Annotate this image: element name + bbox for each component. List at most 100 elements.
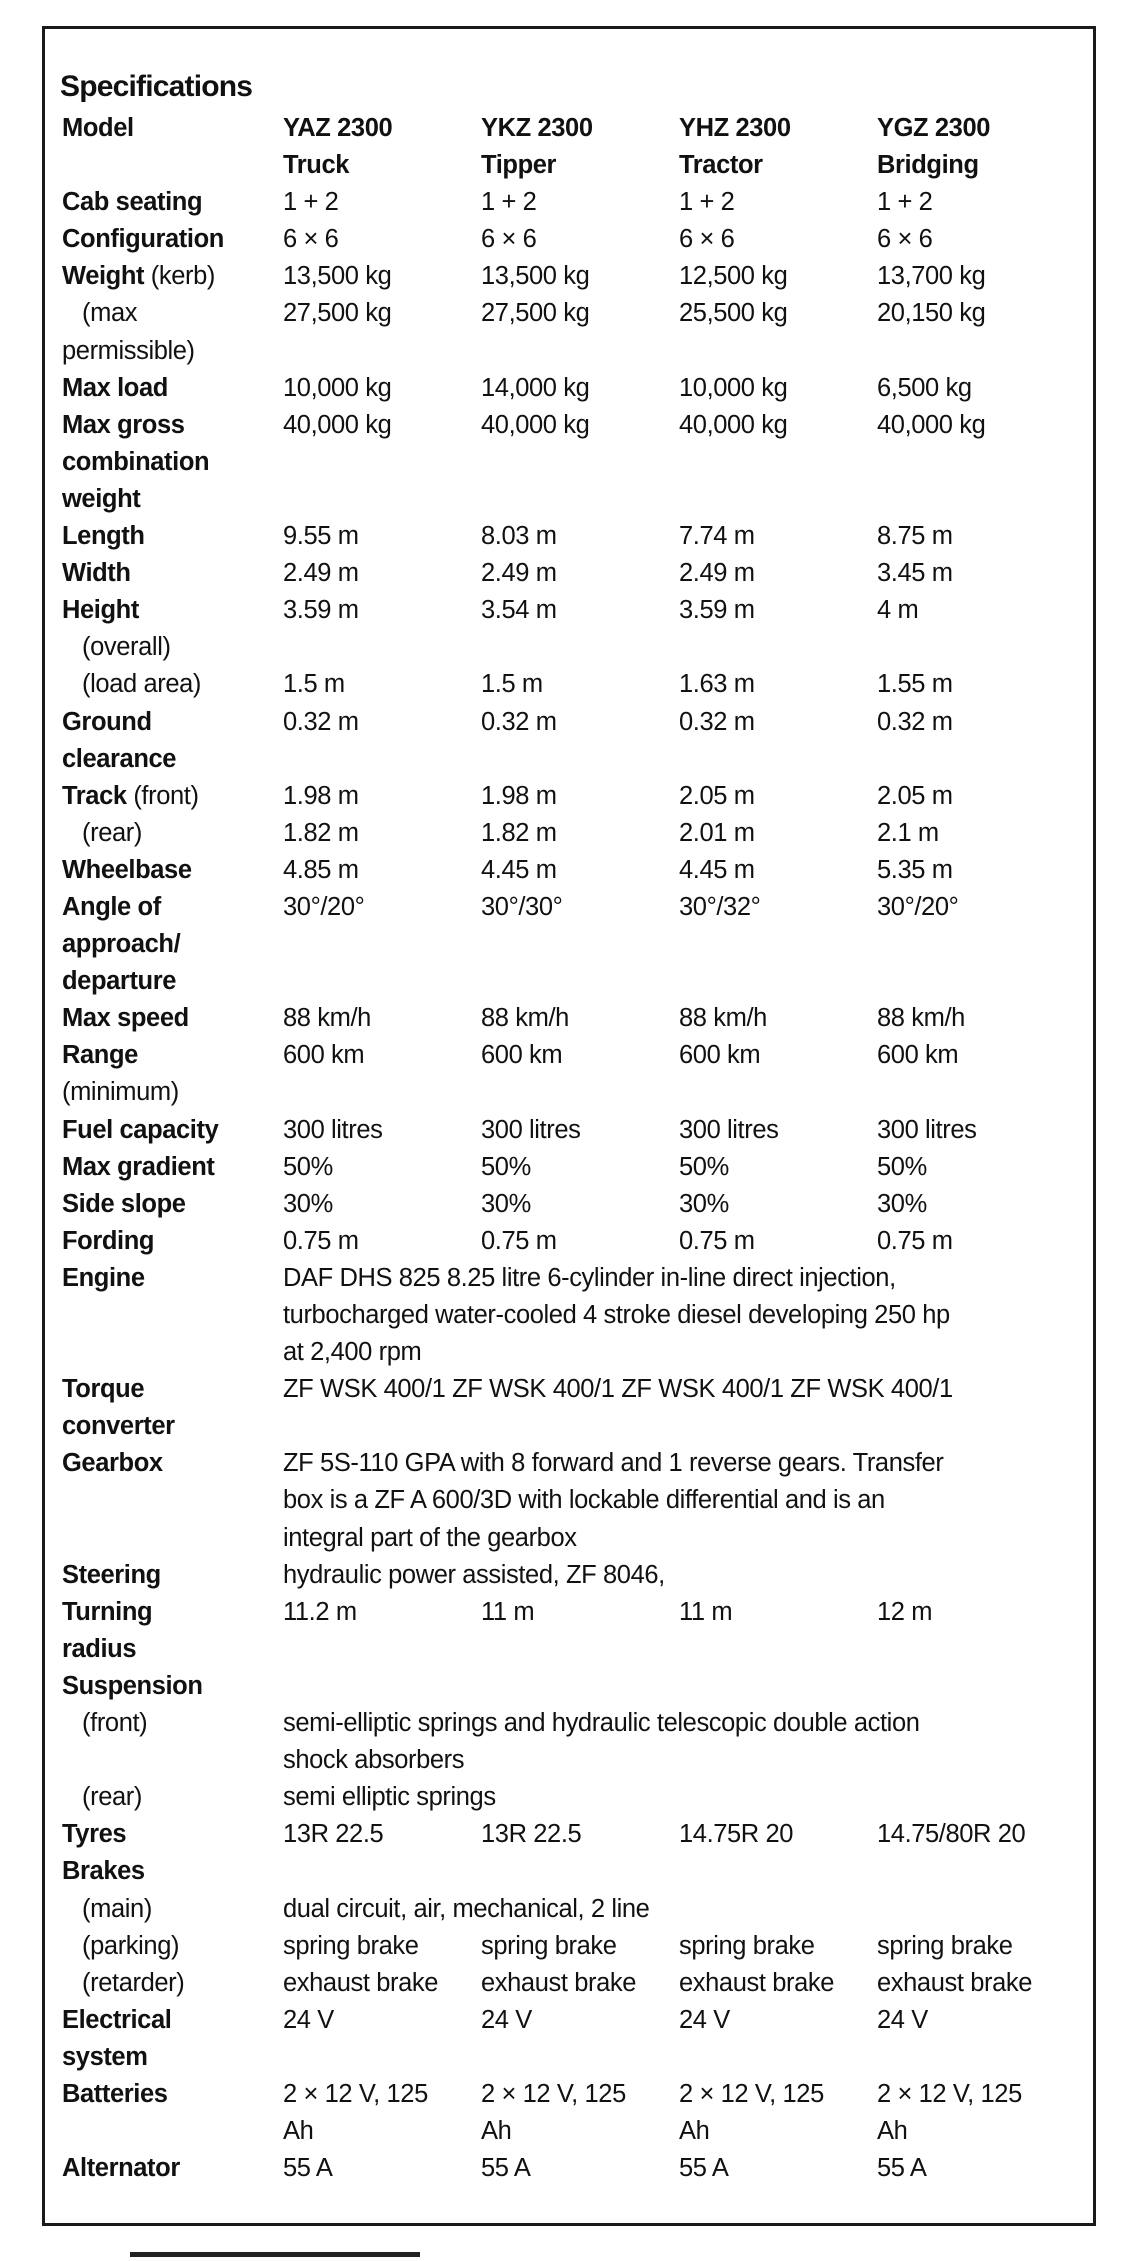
spec-value: 0.75 m [283,1226,359,1255]
spec-row: Width 2.49 m 2.49 m 2.49 m 3.45 m [62,555,1082,592]
spec-value: 2.05 m [679,781,755,810]
spec-label: Tyres [62,1816,283,1853]
spec-label-qualifier: (minimum) [62,1078,179,1107]
spec-value: 27,500 kg [283,299,392,328]
spec-label: (rear) [62,815,283,852]
spec-row: Side slope 30% 30% 30% 30% [62,1186,1082,1223]
spec-label-main: Batteries [62,2079,168,2108]
spec-value: YHZ 2300 Tractor [679,114,791,180]
spec-value: YGZ 2300 Bridging [877,114,991,180]
spec-label: Alternator [62,2150,283,2187]
spec-row: (front) semi-elliptic springs and hydraul… [62,1705,1082,1779]
spec-value: spring brake [679,1931,815,1960]
spec-label-main: Range [62,1041,138,1070]
spec-label-main: Cab seating [62,188,203,217]
spec-label-main: Track [62,781,127,810]
spec-value: exhaust brake [679,1968,834,1997]
decorative-rule [130,2252,420,2257]
spec-value: 10,000 kg [283,373,392,402]
spec-value: 40,000 kg [877,410,986,439]
spec-value: 11 m [679,1597,733,1626]
spec-label-main: Suspension [62,1671,203,1700]
spec-value: exhaust brake [877,1968,1032,1997]
spec-label: Fording [62,1223,283,1260]
spec-row: (max permissible) 27,500 kg 27,500 kg 25,50… [62,295,1082,369]
spec-value: 6 × 6 [481,225,537,254]
spec-row: Turning radius 11.2 m 11 m 11 m 12 m [62,1594,1082,1668]
spec-value-shared: hydraulic power assisted, ZF 8046, [283,1560,665,1589]
spec-row: (load area) 1.5 m 1.5 m 1.63 m 1.55 m [62,666,1082,703]
spec-row: Tyres 13R 22.5 13R 22.5 14.75R 20 14.75/80R … [62,1816,1082,1853]
spec-row: Configuration 6 × 6 6 × 6 6 × 6 6 × 6 [62,221,1082,258]
spec-label: Torque converter [62,1371,283,1445]
spec-value: 2 × 12 V, 125 Ah [283,2079,428,2146]
spec-value: exhaust brake [283,1968,438,1997]
spec-row: (retarder) exhaust brake exhaust brake exha… [62,1965,1082,2002]
spec-value: 4.45 m [679,855,755,884]
spec-row: Batteries 2 × 12 V, 125 Ah 2 × 12 V, 125 A… [62,2076,1082,2150]
spec-value: 11 m [481,1597,535,1626]
spec-value: 0.32 m [877,707,953,736]
specifications-table: Model YAZ 2300 Truck YKZ 2300 Tipper YHZ 23… [62,110,1082,2187]
spec-value: 40,000 kg [283,410,392,439]
spec-label: Range (minimum) [62,1037,283,1111]
spec-value: 55 A [877,2154,927,2183]
spec-value: 3.59 m [283,596,359,625]
spec-value: 3.59 m [679,596,755,625]
spec-value: 30% [679,1189,729,1218]
spec-value: 24 V [877,2005,928,2034]
spec-value: 9.55 m [283,522,359,551]
spec-row: Fuel capacity 300 litres 300 litres 300 lit… [62,1112,1082,1149]
spec-label: Fuel capacity [62,1112,283,1149]
spec-value: 14.75/80R 20 [877,1820,1026,1849]
spec-value: 50% [481,1152,531,1181]
spec-label-main: Max gross combination weight [62,410,210,513]
spec-value: 3.45 m [877,559,953,588]
spec-row: Max load 10,000 kg 14,000 kg 10,000 kg 6,500… [62,370,1082,407]
spec-value-shared [283,1668,1082,1705]
spec-label: Gearbox [62,1445,283,1556]
spec-value: 1.5 m [481,670,543,699]
spec-label: (front) [62,1705,283,1779]
specifications-box-border [42,26,1096,2226]
spec-value: 7.74 m [679,522,755,551]
spec-value-shared: semi elliptic springs [283,1783,496,1812]
spec-value: 1 + 2 [877,188,933,217]
spec-value: 0.75 m [877,1226,953,1255]
spec-value: 2.49 m [679,559,755,588]
spec-label-qualifier: (retarder) [62,1968,185,1997]
spec-label-qualifier: (overall) [82,633,171,662]
spec-value: 13R 22.5 [481,1820,582,1849]
spec-label-qualifier: (front) [62,1709,148,1738]
spec-label: Angle of approach/ departure [62,889,283,1000]
spec-value: 5.35 m [877,855,953,884]
spec-label: Width [62,555,283,592]
spec-label-main: Angle of approach/ departure [62,892,181,996]
spec-label-qualifier: (parking) [62,1931,180,1960]
spec-label: Side slope [62,1186,283,1223]
spec-label: (retarder) [62,1965,283,2002]
spec-label-main: Brakes [62,1857,145,1886]
spec-row: Max gross combination weight 40,000 kg 40,… [62,407,1082,518]
spec-value: 13,500 kg [283,262,392,291]
spec-label: (parking) [62,1928,283,1965]
spec-value: 1.82 m [481,818,557,847]
spec-value: spring brake [481,1931,617,1960]
spec-value: 14,000 kg [481,373,590,402]
spec-row: Wheelbase 4.85 m 4.45 m 4.45 m 5.35 m [62,852,1082,889]
spec-value: 2.49 m [481,559,557,588]
spec-value: 11.2 m [283,1597,357,1626]
spec-value: 13,700 kg [877,262,986,291]
spec-label-qualifier: (kerb) [144,262,216,291]
spec-label-main: Max load [62,373,168,402]
spec-value: 30°/20° [283,892,365,921]
spec-value: 3.54 m [481,596,557,625]
spec-value: 88 km/h [481,1004,569,1033]
spec-row: Max gradient 50% 50% 50% 50% [62,1149,1082,1186]
spec-label-qualifier: (load area) [62,670,201,699]
spec-row: Suspension [62,1668,1082,1705]
spec-row: Brakes [62,1853,1082,1890]
spec-value: 50% [283,1152,333,1181]
spec-value: 2.49 m [283,559,359,588]
spec-value: 4.85 m [283,855,359,884]
